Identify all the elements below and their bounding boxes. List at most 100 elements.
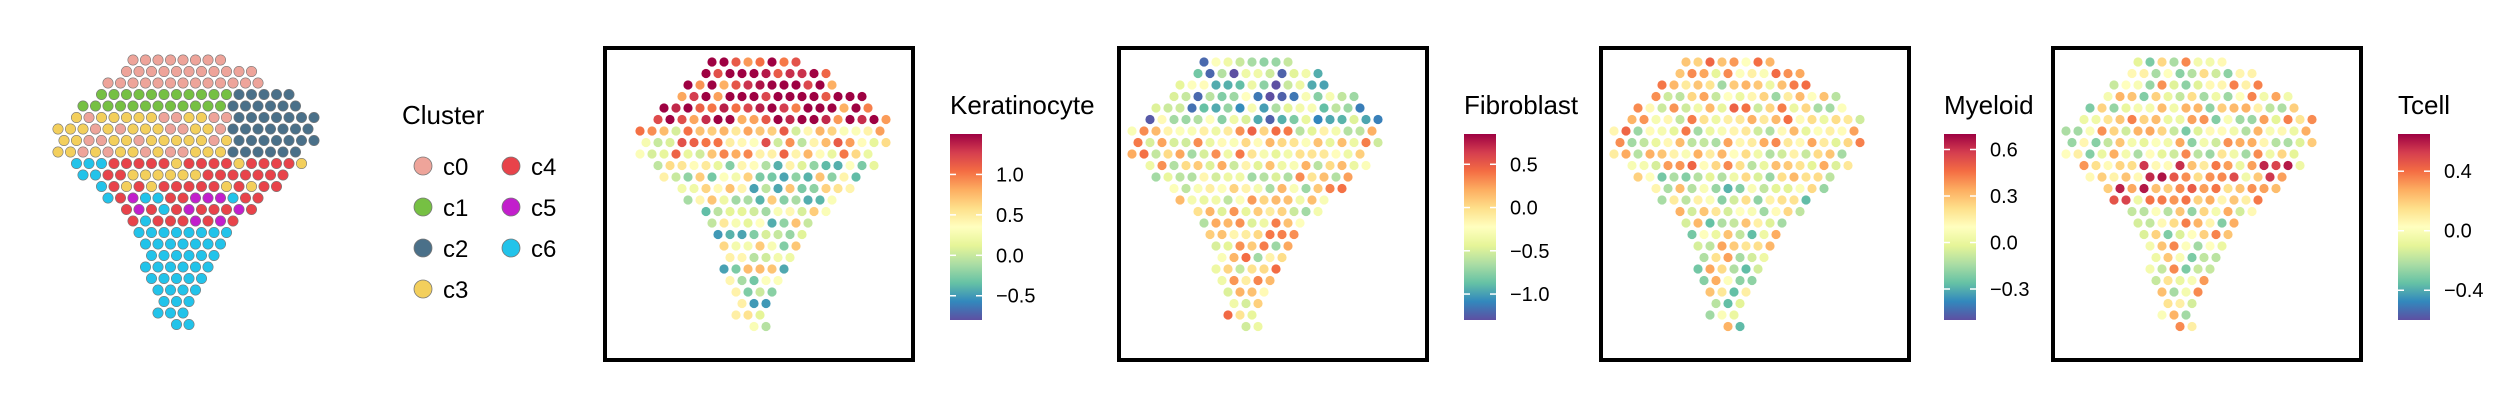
score-spot [2139, 91, 2149, 102]
score-spot [1211, 126, 1221, 136]
cluster-spot [121, 204, 133, 216]
myeloid-colorbar-title: Myeloid [1944, 90, 2034, 120]
score-spot [803, 126, 813, 136]
score-spot [713, 91, 723, 102]
cluster-spot [233, 112, 245, 124]
score-spot [815, 80, 825, 90]
score-spot [731, 241, 741, 251]
score-spot [1319, 80, 1329, 90]
score-spot [725, 160, 735, 171]
score-spot [1807, 183, 1817, 194]
score-spot [773, 183, 783, 194]
score-spot [1319, 126, 1329, 136]
score-spot [1307, 103, 1317, 113]
score-spot [797, 91, 807, 102]
score-spot [731, 126, 741, 136]
score-spot [2085, 103, 2095, 113]
cluster-spot [264, 123, 276, 135]
cluster-spot [133, 89, 145, 101]
cluster-spot [177, 146, 189, 158]
cluster-spot [252, 192, 264, 204]
score-spot [1801, 126, 1811, 136]
score-spot [1241, 206, 1251, 217]
score-spot [2193, 241, 2203, 251]
cluster-spot [58, 135, 70, 147]
score-spot [2253, 149, 2263, 159]
score-spot [797, 229, 807, 240]
score-spot [821, 91, 831, 102]
score-spot [1687, 68, 1697, 79]
score-spot [1825, 172, 1835, 182]
score-spot [2169, 264, 2179, 274]
cluster-spot [146, 135, 158, 147]
score-spot [1349, 160, 1359, 171]
cluster-spot [140, 123, 152, 135]
score-spot [1759, 114, 1769, 125]
score-spot [2163, 160, 2173, 171]
score-spot [845, 160, 855, 171]
score-spot [767, 149, 777, 159]
cluster-spot [283, 158, 295, 170]
score-spot [761, 68, 771, 79]
score-spot [2247, 114, 2257, 125]
score-spot [1271, 241, 1281, 251]
score-spot [2145, 103, 2155, 113]
score-spot [821, 68, 831, 79]
score-spot [2217, 241, 2227, 251]
score-spot [1735, 252, 1745, 263]
score-spot [2181, 218, 2191, 228]
score-spot [1729, 172, 1739, 182]
score-spot [2079, 137, 2089, 148]
legend-label-c5: c5 [531, 195, 556, 222]
score-spot [2145, 149, 2155, 159]
score-spot [1795, 68, 1805, 79]
score-spot [761, 321, 771, 332]
cluster-spot [165, 146, 177, 158]
score-spot [1771, 183, 1781, 194]
score-spot [719, 241, 729, 251]
score-spot [791, 80, 801, 90]
score-spot [2253, 172, 2263, 182]
cluster-spot [121, 112, 133, 124]
score-spot [1205, 68, 1215, 79]
legend-swatch-c0 [413, 156, 433, 176]
score-spot [1723, 114, 1733, 125]
score-spot [713, 137, 723, 148]
score-spot [797, 68, 807, 79]
score-spot [2157, 218, 2167, 228]
score-spot [1361, 137, 1371, 148]
score-spot [1669, 149, 1679, 159]
cluster-spot [190, 77, 202, 89]
score-spot [1193, 160, 1203, 171]
score-spot [1259, 57, 1269, 67]
score-spot [1813, 103, 1823, 113]
score-spot [2157, 80, 2167, 90]
score-spot [1687, 206, 1697, 217]
cluster-spot [121, 66, 133, 78]
colorbar-tick-label: 0.5 [1510, 154, 1538, 176]
score-spot [1747, 183, 1757, 194]
score-spot [2205, 149, 2215, 159]
score-spot [1313, 183, 1323, 194]
score-spot [767, 241, 777, 251]
score-spot [815, 103, 825, 113]
score-spot [2175, 160, 2185, 171]
score-spot [1723, 252, 1733, 263]
cluster-spot [190, 261, 202, 273]
score-spot [869, 114, 879, 125]
score-spot [863, 103, 873, 113]
score-spot [1825, 149, 1835, 159]
score-spot [1259, 149, 1269, 159]
score-spot [1241, 298, 1251, 309]
score-spot [2241, 195, 2251, 205]
cluster-spot [158, 135, 170, 147]
score-spot [851, 149, 861, 159]
score-spot [2295, 160, 2305, 171]
cluster-spot [270, 158, 282, 170]
score-spot [1241, 68, 1251, 79]
cluster-spot [152, 100, 164, 112]
score-spot [2241, 103, 2251, 113]
fibroblast-panel [1117, 46, 1429, 362]
cluster-spot [264, 146, 276, 158]
score-spot [1247, 310, 1257, 320]
